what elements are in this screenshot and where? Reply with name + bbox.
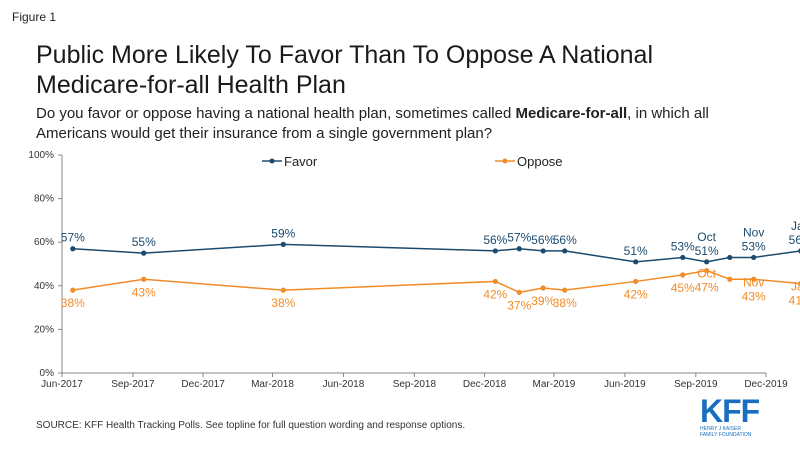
oppose-point bbox=[141, 276, 147, 282]
oppose-point bbox=[516, 289, 522, 295]
oppose-value-label: 38% bbox=[271, 296, 295, 310]
y-tick-label: 0% bbox=[40, 368, 55, 379]
logo-sub-1: HENRY J KAISER bbox=[700, 426, 741, 432]
x-tick-label: Dec-2019 bbox=[744, 379, 788, 390]
oppose-point bbox=[280, 287, 286, 293]
logo-text: KFF bbox=[700, 393, 760, 429]
oppose-value-label: 38% bbox=[61, 296, 85, 310]
favor-month-label: Nov bbox=[743, 225, 764, 239]
chart-subtitle: Do you favor or oppose having a national… bbox=[36, 104, 776, 144]
oppose-value-label: 41% bbox=[789, 294, 800, 308]
favor-month-label: Oct bbox=[697, 230, 716, 244]
oppose-month-label: Nov bbox=[743, 275, 764, 289]
favor-point bbox=[516, 246, 522, 252]
subtitle-text-1: Do you favor or oppose having a national… bbox=[36, 105, 516, 122]
oppose-point bbox=[704, 267, 710, 274]
favor-value-label: 57% bbox=[507, 231, 531, 245]
oppose-point bbox=[751, 276, 757, 282]
favor-value-label: 51% bbox=[624, 244, 648, 258]
favor-value-label: 55% bbox=[132, 235, 156, 249]
favor-value-label: 51% bbox=[695, 244, 719, 258]
oppose-point bbox=[680, 272, 686, 278]
x-tick-label: Sep-2018 bbox=[393, 379, 437, 390]
figure-label: Figure 1 bbox=[12, 10, 57, 24]
x-tick-label: Sep-2017 bbox=[111, 379, 155, 390]
logo-sub-2: FAMILY FOUNDATION bbox=[700, 432, 752, 438]
kff-logo: KFF HENRY J KAISER FAMILY FOUNDATION bbox=[700, 393, 770, 442]
oppose-month-label: Oct bbox=[697, 267, 716, 281]
oppose-value-label: 37% bbox=[507, 298, 531, 312]
y-tick-label: 20% bbox=[34, 324, 54, 335]
oppose-value-label: 39% bbox=[531, 294, 555, 308]
favor-value-label: 56% bbox=[483, 233, 507, 247]
x-tick-label: Sep-2019 bbox=[674, 379, 718, 390]
oppose-value-label: 42% bbox=[483, 287, 507, 301]
favor-point bbox=[727, 254, 733, 261]
favor-point bbox=[492, 248, 498, 254]
y-tick-label: 60% bbox=[34, 237, 54, 248]
subtitle-bold: Medicare-for-all bbox=[515, 105, 628, 122]
legend-label-0: Favor bbox=[284, 154, 318, 169]
chart-title-line-2: Medicare-for-all Health Plan bbox=[36, 71, 346, 99]
y-tick-label: 80% bbox=[34, 194, 54, 205]
favor-value-label: 53% bbox=[742, 239, 766, 253]
oppose-value-label: 43% bbox=[132, 285, 156, 299]
oppose-month-label: Jan bbox=[791, 280, 800, 294]
x-tick-label: Dec-2018 bbox=[463, 379, 507, 390]
favor-month-label: Jan bbox=[791, 219, 800, 233]
oppose-point bbox=[492, 278, 498, 285]
chart-title-line-1: Public More Likely To Favor Than To Oppo… bbox=[36, 41, 654, 69]
favor-value-label: 53% bbox=[671, 239, 695, 253]
x-tick-label: Jun-2019 bbox=[604, 379, 646, 390]
oppose-point bbox=[727, 276, 733, 282]
favor-point bbox=[280, 241, 286, 247]
favor-value-label: 56% bbox=[789, 233, 800, 247]
oppose-value-label: 38% bbox=[553, 296, 577, 310]
x-tick-label: Mar-2018 bbox=[251, 379, 294, 390]
oppose-value-label: 42% bbox=[624, 287, 648, 301]
favor-point bbox=[633, 259, 639, 265]
favor-value-label: 57% bbox=[61, 231, 85, 245]
favor-point bbox=[540, 248, 546, 254]
oppose-point bbox=[540, 285, 546, 291]
oppose-point bbox=[562, 287, 568, 293]
favor-point bbox=[141, 250, 147, 256]
favor-value-label: 59% bbox=[271, 226, 295, 240]
legend-label-1: Oppose bbox=[517, 154, 563, 169]
favor-point bbox=[680, 254, 686, 261]
oppose-value-label: 45% bbox=[671, 281, 695, 295]
x-tick-label: Jun-2017 bbox=[41, 379, 83, 390]
subtitle-text-2: , in which all Americans would get their… bbox=[36, 105, 709, 142]
x-tick-label: Mar-2019 bbox=[533, 379, 576, 390]
oppose-value-label: 43% bbox=[742, 289, 766, 303]
oppose-point bbox=[70, 287, 76, 293]
legend-marker-1 bbox=[502, 158, 508, 164]
x-tick-label: Dec-2017 bbox=[181, 379, 225, 390]
x-tick-label: Jun-2018 bbox=[323, 379, 365, 390]
source-note: SOURCE: KFF Health Tracking Polls. See t… bbox=[36, 420, 466, 431]
favor-point bbox=[751, 254, 757, 261]
oppose-value-label: 47% bbox=[695, 281, 719, 295]
favor-point bbox=[704, 259, 710, 265]
favor-point bbox=[562, 248, 568, 254]
favor-value-label: 56% bbox=[531, 233, 555, 247]
favor-point bbox=[70, 246, 76, 252]
y-tick-label: 40% bbox=[34, 281, 54, 292]
oppose-point bbox=[633, 278, 639, 285]
legend-marker-0 bbox=[269, 158, 275, 164]
y-tick-label: 100% bbox=[28, 150, 54, 161]
favor-value-label: 56% bbox=[553, 233, 577, 247]
chart-title: Public More Likely To Favor Than To Oppo… bbox=[36, 40, 736, 100]
